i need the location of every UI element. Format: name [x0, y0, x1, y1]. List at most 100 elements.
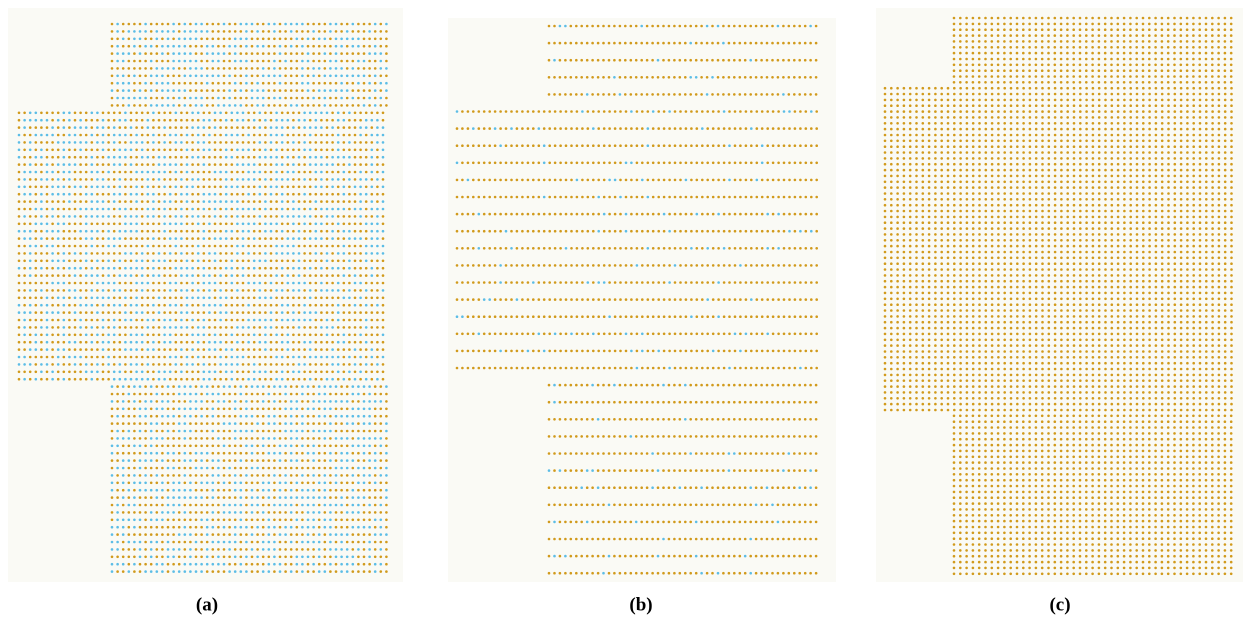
dot [308, 126, 312, 129]
dot [261, 474, 265, 477]
dot [292, 274, 295, 277]
dot [23, 111, 26, 115]
dot [635, 195, 639, 199]
dot [73, 266, 77, 270]
dot [230, 377, 234, 381]
dot [189, 414, 192, 418]
dot [286, 311, 290, 314]
dot [17, 111, 21, 115]
dot [121, 570, 125, 573]
dot [553, 76, 556, 79]
dot [177, 570, 181, 573]
dot [542, 195, 546, 199]
dot [477, 127, 481, 130]
dot [219, 192, 222, 196]
dot [172, 555, 175, 559]
dot [245, 511, 248, 514]
dot [370, 348, 374, 351]
dot [90, 318, 94, 322]
dot [230, 370, 234, 374]
dot [219, 237, 222, 240]
dot [239, 67, 243, 70]
dot [364, 192, 368, 196]
dot [73, 274, 77, 277]
dot [357, 488, 360, 492]
dot [127, 481, 131, 485]
dot [73, 252, 77, 255]
dot [107, 215, 110, 218]
dot [222, 481, 226, 485]
dot [133, 503, 136, 507]
dot [368, 400, 371, 403]
dot [564, 127, 568, 130]
dot [340, 555, 343, 559]
dot [112, 133, 116, 137]
dot [701, 144, 704, 147]
dot [267, 385, 271, 388]
dot [340, 422, 343, 425]
dot [569, 93, 573, 96]
dot [303, 215, 306, 218]
dot [250, 518, 254, 522]
dot [306, 74, 310, 78]
dot [200, 540, 203, 544]
dot [23, 311, 26, 314]
dot [317, 52, 321, 55]
dot [336, 133, 340, 137]
dot [472, 195, 475, 199]
dot [364, 111, 368, 115]
dot [23, 229, 26, 233]
dot [79, 178, 82, 181]
dot [258, 163, 262, 166]
dot [340, 525, 343, 529]
dot [362, 96, 366, 100]
dot [101, 185, 105, 189]
dot [323, 37, 327, 41]
dot [301, 562, 304, 566]
dot [250, 89, 254, 92]
dot [329, 518, 332, 522]
dot [149, 570, 153, 573]
dot [245, 422, 248, 425]
dot [121, 540, 125, 544]
dot [306, 474, 310, 477]
dot [138, 474, 142, 477]
dot [345, 533, 349, 536]
dot [706, 127, 709, 130]
dot [738, 93, 742, 96]
dot [79, 163, 82, 166]
dot [45, 281, 49, 285]
dot [239, 437, 243, 440]
dot [325, 326, 329, 329]
dot [73, 192, 77, 196]
dot [340, 74, 343, 78]
dot [185, 281, 189, 285]
dot [286, 200, 290, 203]
dot [376, 363, 379, 366]
dot [364, 244, 368, 248]
dot [269, 326, 273, 329]
dot [51, 126, 54, 129]
dot [368, 44, 371, 48]
dot [163, 355, 166, 359]
dot [135, 377, 138, 381]
dot [678, 41, 682, 45]
dot [348, 229, 351, 233]
dot [183, 459, 187, 462]
dot [230, 281, 234, 285]
dot [334, 385, 338, 388]
dot [51, 111, 54, 115]
dot [213, 141, 217, 144]
dot [228, 414, 231, 418]
dot [526, 178, 530, 182]
dot [168, 178, 172, 181]
dot [40, 155, 43, 159]
dot [261, 518, 265, 522]
dot [267, 548, 271, 551]
dot [250, 451, 254, 455]
dot [245, 44, 248, 48]
dot [657, 127, 660, 130]
dot [379, 562, 383, 566]
dot [269, 215, 273, 218]
dot [331, 111, 334, 115]
